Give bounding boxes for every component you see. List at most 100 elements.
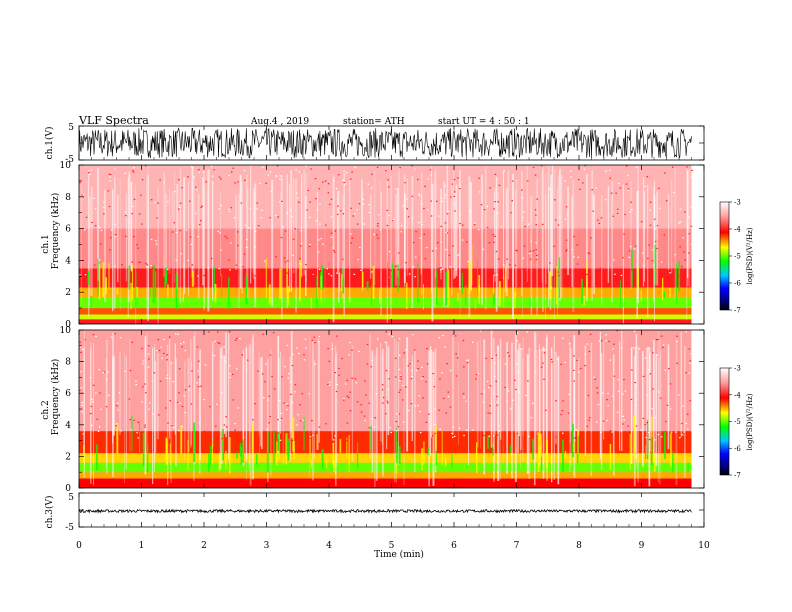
spectrogram-speckle (573, 369, 575, 371)
spectrogram-speckle (427, 178, 429, 180)
spectrogram-streak (522, 184, 523, 317)
spectrogram-speckle (198, 171, 200, 174)
spectrogram-speckle (486, 205, 488, 208)
spectrogram-streak (179, 168, 182, 304)
spectrogram-streak (93, 342, 94, 486)
spectrogram-speckle (454, 435, 456, 437)
spectrogram-speckle (632, 347, 635, 349)
spectrogram-burst (474, 300, 476, 309)
spectrogram-speckle (576, 263, 579, 265)
spectrogram-speckle (402, 399, 404, 401)
spectrogram-speckle (296, 424, 298, 426)
spectrogram-speckle (462, 224, 464, 226)
spectrogram-speckle (131, 213, 133, 215)
spectrogram-speckle (245, 239, 248, 241)
spectrogram-burst (339, 439, 342, 453)
spectrogram-burst (653, 453, 656, 472)
spectrogram-speckle (337, 205, 339, 207)
spectrogram-speckle (535, 214, 537, 216)
spectrogram-burst (165, 268, 168, 285)
spectrogram-speckle (441, 200, 443, 202)
spectrogram-streak (611, 181, 613, 303)
spectrogram-speckle (431, 250, 434, 252)
spectrogram-speckle (84, 339, 86, 341)
spectrogram-speckle (418, 395, 421, 397)
spectrogram-streak (517, 349, 519, 453)
spectrogram-speckle (294, 384, 297, 386)
spectrogram-speckle (336, 383, 338, 386)
spectrogram-streak (493, 337, 495, 482)
spectrogram-speckle (275, 214, 277, 217)
time-tick-label: 3 (264, 541, 270, 551)
spectrogram-speckle (114, 223, 117, 226)
spectrogram-streak (83, 330, 85, 473)
spectrogram-speckle (264, 381, 266, 383)
spectrogram-speckle (587, 394, 590, 397)
spectrogram-streak (653, 186, 655, 302)
spectrogram-speckle (608, 340, 610, 342)
spectrogram-streak (219, 347, 222, 469)
spectrogram-speckle (428, 413, 430, 415)
spectrogram-speckle (439, 428, 441, 430)
spectrogram-streak (220, 346, 223, 464)
spectrogram-speckle (150, 238, 153, 241)
spectrogram-speckle (622, 423, 624, 425)
spectrogram-burst (503, 276, 505, 307)
spectrogram-speckle (454, 204, 456, 206)
spectrogram-speckle (185, 229, 188, 231)
spectrogram-speckle (627, 188, 630, 190)
spectrogram-speckle (249, 207, 252, 210)
spectrogram-speckle (614, 273, 616, 275)
spectrogram-speckle (445, 231, 447, 233)
spectrogram-burst (379, 289, 381, 304)
spectrogram-speckle (262, 166, 264, 168)
spectrogram-burst (286, 432, 288, 455)
spectrogram-burst (609, 444, 612, 471)
spectrogram-speckle (447, 391, 449, 393)
spectrogram-speckle (217, 230, 219, 232)
spectrogram-speckle (472, 341, 474, 343)
spectrogram-speckle (498, 184, 501, 186)
spectrogram-speckle (410, 370, 413, 372)
spectrogram-burst (370, 426, 372, 450)
spectrogram-speckle (303, 354, 305, 356)
spectrogram-speckle (631, 209, 633, 211)
spectrogram-burst (556, 265, 558, 305)
frequency-tick-label: 10 (60, 161, 72, 171)
ch3-waveform-ylabel: ch.3(V) (44, 496, 55, 529)
spectrogram-speckle (417, 178, 419, 181)
spectrogram-speckle (267, 174, 270, 176)
spectrogram-speckle (371, 418, 373, 420)
spectrogram-speckle (254, 275, 256, 277)
spectrogram-speckle (660, 261, 663, 263)
spectrogram-streak (521, 170, 523, 297)
spectrogram-speckle (449, 266, 452, 268)
spectrogram-speckle (326, 268, 328, 270)
spectrogram-speckle (411, 376, 413, 378)
spectrogram-streak (420, 195, 422, 275)
spectrogram-speckle (498, 430, 501, 432)
spectrogram-streak (119, 178, 121, 311)
spectrogram-speckle (679, 246, 681, 248)
spectrogram-speckle (400, 378, 402, 380)
spectrogram-speckle (687, 428, 689, 430)
spectrogram-burst (675, 264, 677, 303)
spectrogram-speckle (595, 187, 597, 189)
ch3-waveform-trace (78, 508, 692, 514)
colorbar-tick-label: -6 (734, 445, 741, 453)
spectrogram-speckle (503, 264, 505, 266)
spectrogram-burst (457, 292, 459, 301)
spectrogram-speckle (193, 176, 195, 178)
spectrogram-speckle (197, 236, 199, 238)
ch1-spectrogram-streaks (79, 165, 693, 324)
spectrogram-speckle (493, 241, 495, 243)
spectrogram-speckle (635, 384, 638, 386)
spectrogram-speckle (131, 341, 133, 343)
spectrogram-speckle (452, 268, 454, 270)
spectrogram-streak (331, 342, 333, 441)
spectrogram-speckle (314, 273, 317, 275)
spectrogram-streak (165, 193, 167, 281)
spectrogram-speckle (220, 204, 222, 206)
frequency-tick-label: 0 (65, 484, 71, 494)
spectrogram-burst (221, 273, 223, 298)
